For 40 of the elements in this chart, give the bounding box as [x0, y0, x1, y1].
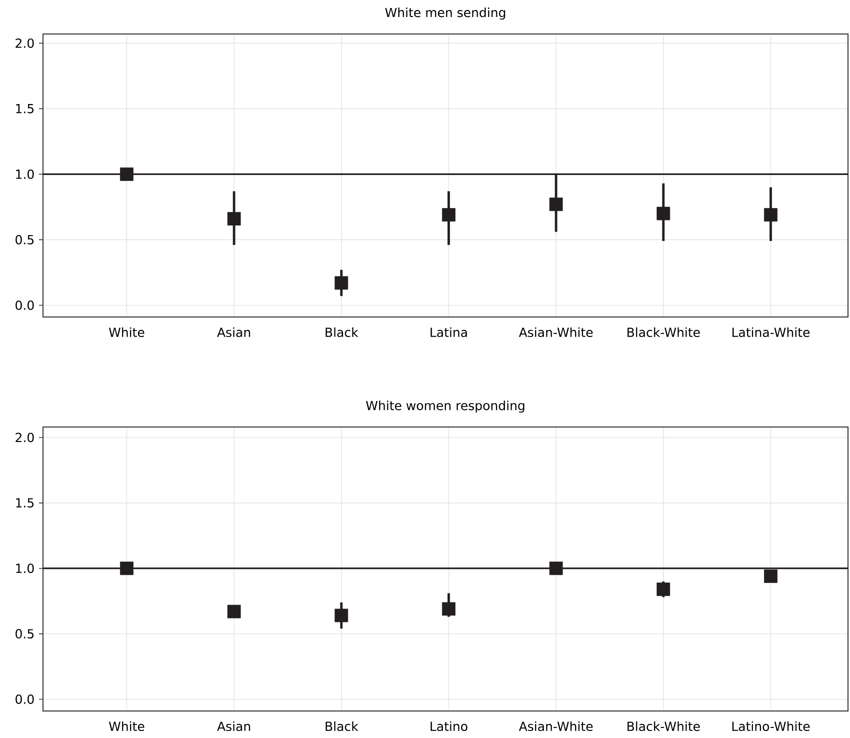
- point: [549, 198, 563, 212]
- x-tick-label: Latina: [430, 327, 467, 338]
- point: [656, 582, 670, 596]
- point: [120, 167, 134, 181]
- point: [442, 602, 456, 616]
- chart-title: White women responding: [366, 400, 524, 413]
- point: [334, 276, 348, 290]
- x-tick-label: White: [108, 721, 144, 732]
- x-tick-label: Asian-White: [518, 721, 593, 732]
- x-tick-label: Black-White: [628, 327, 700, 338]
- y-tick-label: 1.5: [16, 498, 34, 508]
- x-tick-label: Latino-White: [732, 721, 810, 732]
- point: [764, 208, 778, 222]
- point: [442, 208, 456, 222]
- y-tick-label: 2.0: [16, 38, 34, 48]
- point: [764, 570, 778, 583]
- point: [227, 604, 241, 618]
- y-tick-label: 1.0: [16, 169, 34, 179]
- x-tick-label: Asian-White: [518, 327, 593, 338]
- x-tick-label: Latina-White: [732, 327, 810, 338]
- x-tick-label: White: [108, 327, 144, 338]
- point: [549, 562, 563, 576]
- x-tick-label: Black: [326, 721, 358, 732]
- point: [334, 608, 348, 622]
- x-tick-label: Black: [326, 327, 358, 338]
- point: [120, 562, 134, 576]
- y-tick-label: 1.5: [16, 104, 34, 114]
- x-tick-label: Black-White: [628, 721, 700, 732]
- chart-title: White men sending: [385, 8, 506, 20]
- y-tick-label: 0.5: [16, 629, 34, 639]
- x-tick-label: Asian: [217, 721, 250, 732]
- y-tick-label: 1.0: [16, 564, 34, 574]
- point: [656, 206, 670, 220]
- y-tick-label: 2.0: [16, 432, 34, 442]
- y-tick-label: 0.5: [16, 234, 34, 244]
- point: [227, 212, 241, 226]
- y-tick-label: 0.0: [16, 694, 34, 704]
- x-tick-label: Latino: [430, 721, 468, 732]
- x-tick-label: Asian: [217, 327, 250, 338]
- y-tick-label: 0.0: [16, 300, 34, 310]
